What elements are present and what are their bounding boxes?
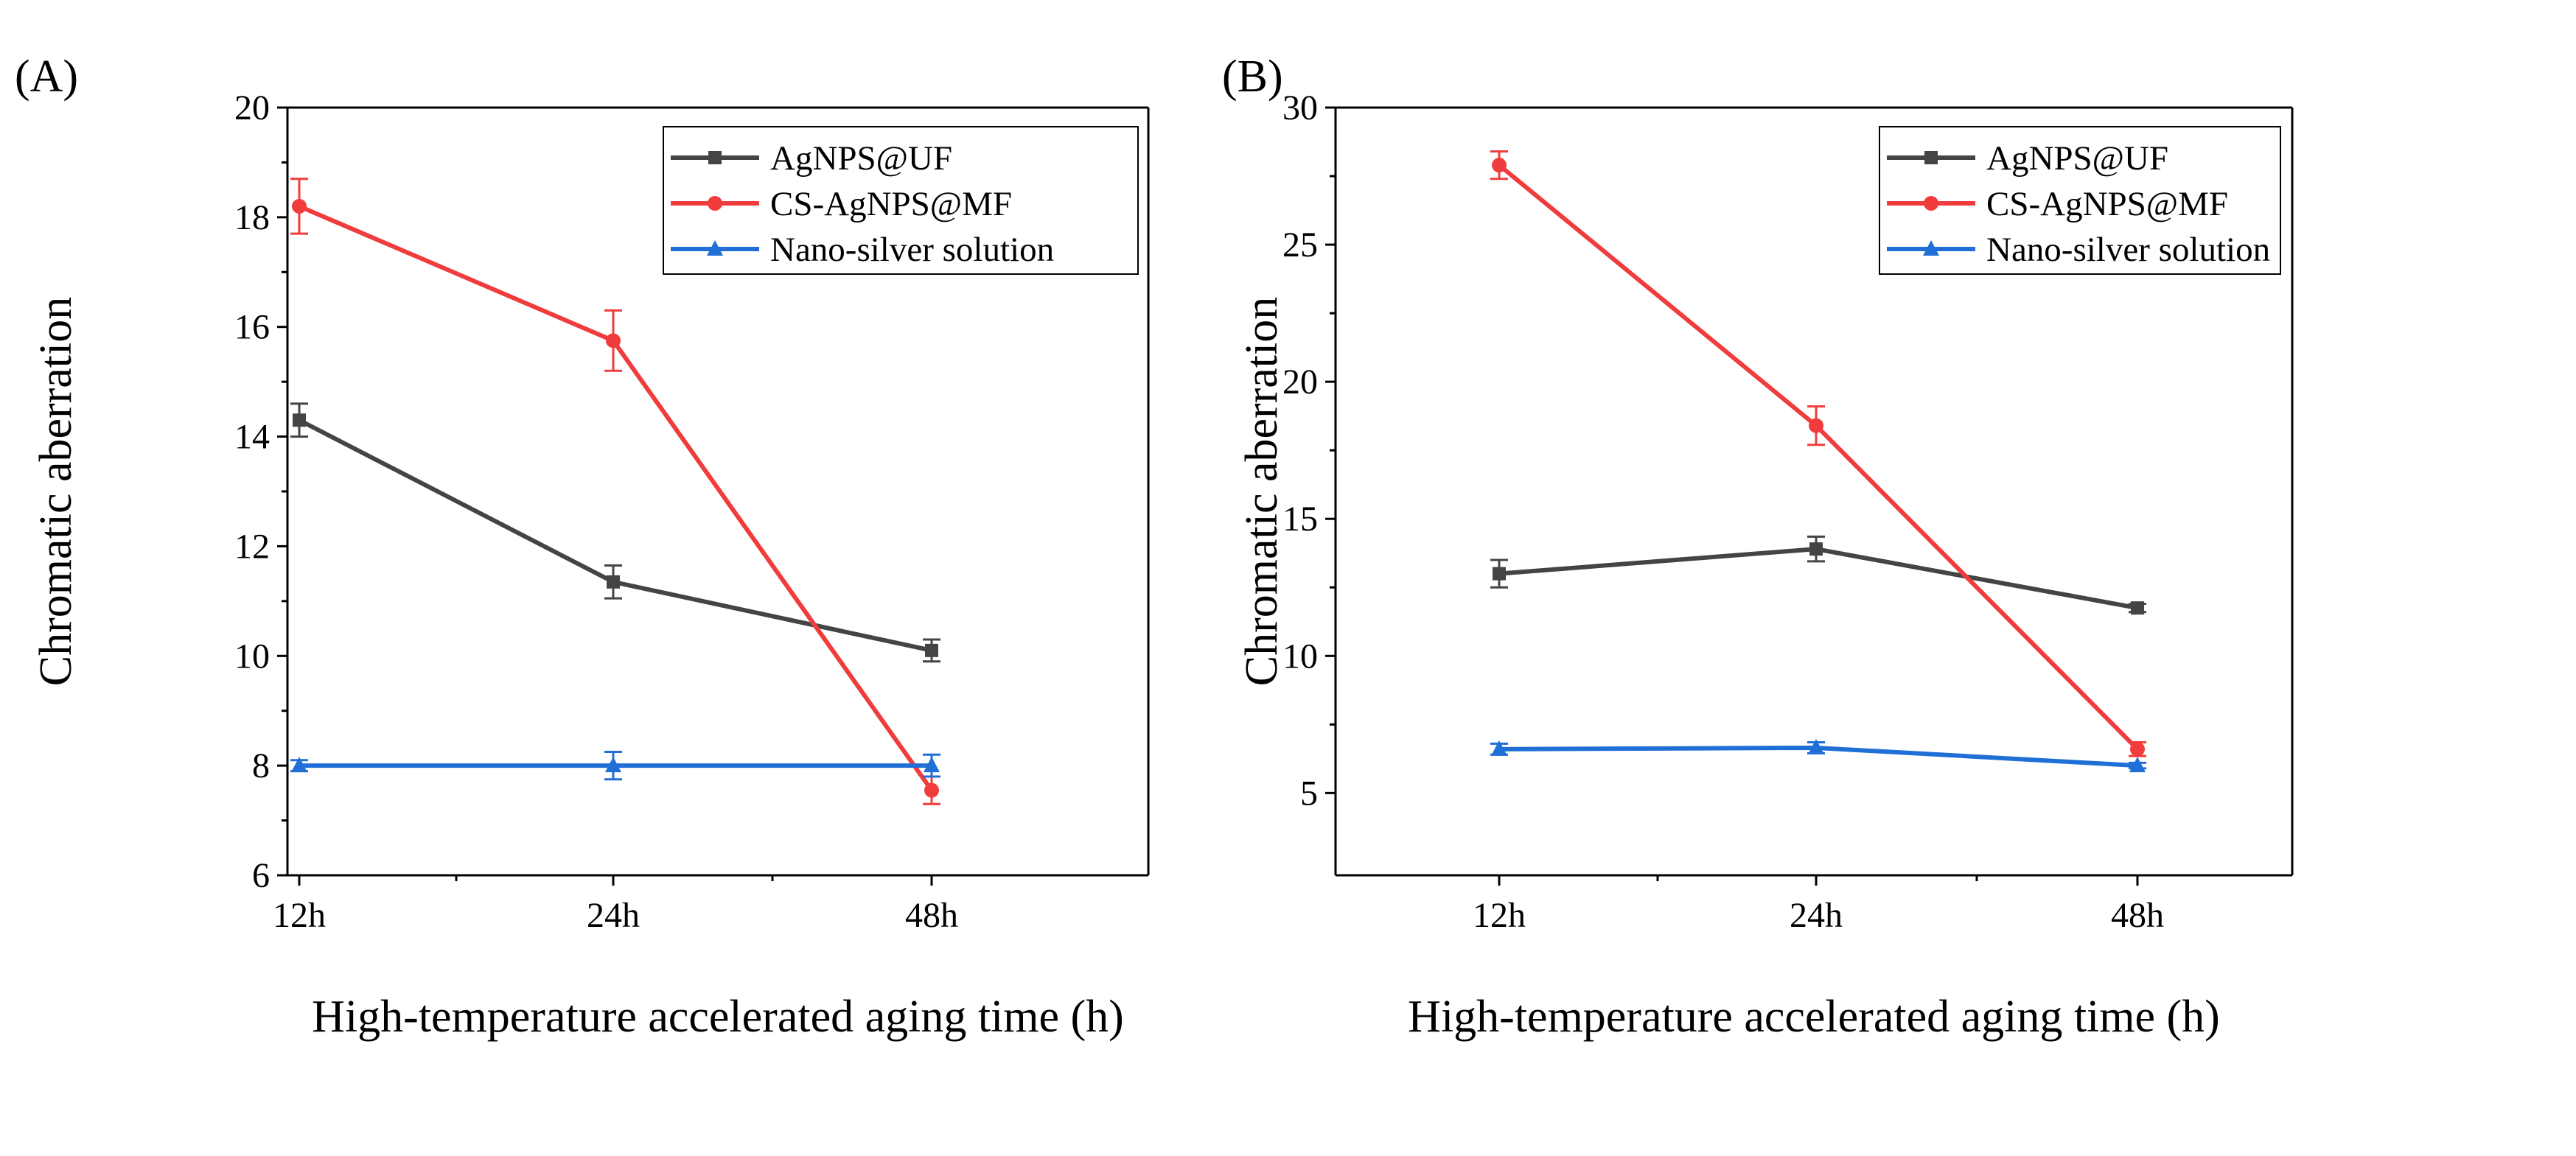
data-point-triangle [1491, 740, 1507, 756]
x-tick-label: 48h [2111, 896, 2164, 935]
data-point-triangle [1808, 738, 1824, 754]
data-point-circle [1809, 418, 1823, 433]
y-tick-label: 30 [1282, 88, 1318, 127]
chart-panel-a: (A) 6 8 10 12 14 16 18 20 12h 24h 48h High-temperatu… [15, 52, 1150, 1042]
x-tick-label: 24h [587, 896, 640, 935]
legend: AgNPS@UF CS-AgNPS@MF Nano-silver solution [663, 126, 1139, 275]
data-point-triangle [2129, 757, 2146, 773]
y-tick-label: 20 [1282, 362, 1318, 402]
data-point-circle [1492, 158, 1507, 173]
series-AgNPS@UF [1490, 535, 2146, 615]
legend-label: AgNPS@UF [770, 139, 952, 178]
series-CS-AgNPS@MF [1490, 150, 2146, 757]
series-Nano-silver solution [1490, 738, 2146, 773]
y-axis-title: Chromatic aberration [1237, 297, 1287, 687]
legend-label: CS-AgNPS@MF [1986, 185, 2228, 223]
series-Nano-silver solution [290, 751, 940, 781]
data-point-circle [292, 198, 307, 214]
data-point-triangle [924, 757, 940, 773]
legend: AgNPS@UF CS-AgNPS@MF Nano-silver solution [1879, 126, 2281, 275]
data-point-square [925, 643, 938, 657]
y-tick-label: 14 [234, 418, 270, 457]
y-tick-label: 8 [252, 746, 270, 785]
y-tick-label: 20 [234, 88, 270, 127]
data-point-square [2131, 601, 2144, 615]
legend-label: Nano-silver solution [1986, 231, 2270, 269]
x-axis-title: High-temperature accelerated aging time … [1408, 992, 2220, 1042]
data-point-square [1809, 542, 1823, 556]
data-point-square [1493, 567, 1506, 581]
y-tick-label: 25 [1282, 225, 1318, 265]
y-tick-label: 15 [1282, 500, 1318, 539]
data-point-square [607, 575, 620, 589]
legend-label: AgNPS@UF [1986, 139, 2168, 178]
legend-marker-triangle [707, 240, 723, 256]
x-tick-label: 12h [273, 896, 326, 935]
legend-label: Nano-silver solution [770, 231, 1054, 269]
data-point-triangle [605, 757, 621, 773]
legend-marker-square [1924, 151, 1938, 164]
y-tick-label: 16 [234, 308, 270, 347]
data-point-circle [924, 782, 939, 798]
panel-label: (A) [15, 52, 78, 102]
x-tick-label: 48h [905, 896, 958, 935]
legend-marker-triangle [1923, 240, 1939, 256]
x-tick-label: 24h [1790, 896, 1843, 935]
series-AgNPS@UF [290, 402, 940, 663]
panel-label: (B) [1222, 52, 1283, 102]
series-CS-AgNPS@MF [290, 178, 940, 805]
x-axis-title: High-temperature accelerated aging time … [312, 992, 1124, 1042]
y-tick-label: 10 [234, 637, 270, 676]
y-tick-label: 5 [1300, 774, 1318, 813]
data-point-circle [606, 333, 621, 348]
y-tick-label: 18 [234, 198, 270, 237]
y-axis-title: Chromatic aberration [31, 297, 81, 687]
data-point-circle [2130, 741, 2145, 757]
data-point-triangle [291, 757, 307, 773]
y-tick-label: 6 [252, 856, 270, 895]
y-tick-label: 12 [234, 527, 270, 566]
legend-marker-circle [1924, 196, 1938, 211]
y-tick-label: 10 [1282, 637, 1318, 676]
data-point-square [293, 413, 306, 427]
legend-marker-circle [708, 196, 722, 211]
legend-marker-square [708, 151, 722, 164]
x-tick-label: 12h [1473, 896, 1526, 935]
chart-panel-b: (B) 5 10 15 20 25 30 12h 24h 48h High-temperature … [1222, 52, 2294, 1042]
legend-label: CS-AgNPS@MF [770, 185, 1012, 223]
